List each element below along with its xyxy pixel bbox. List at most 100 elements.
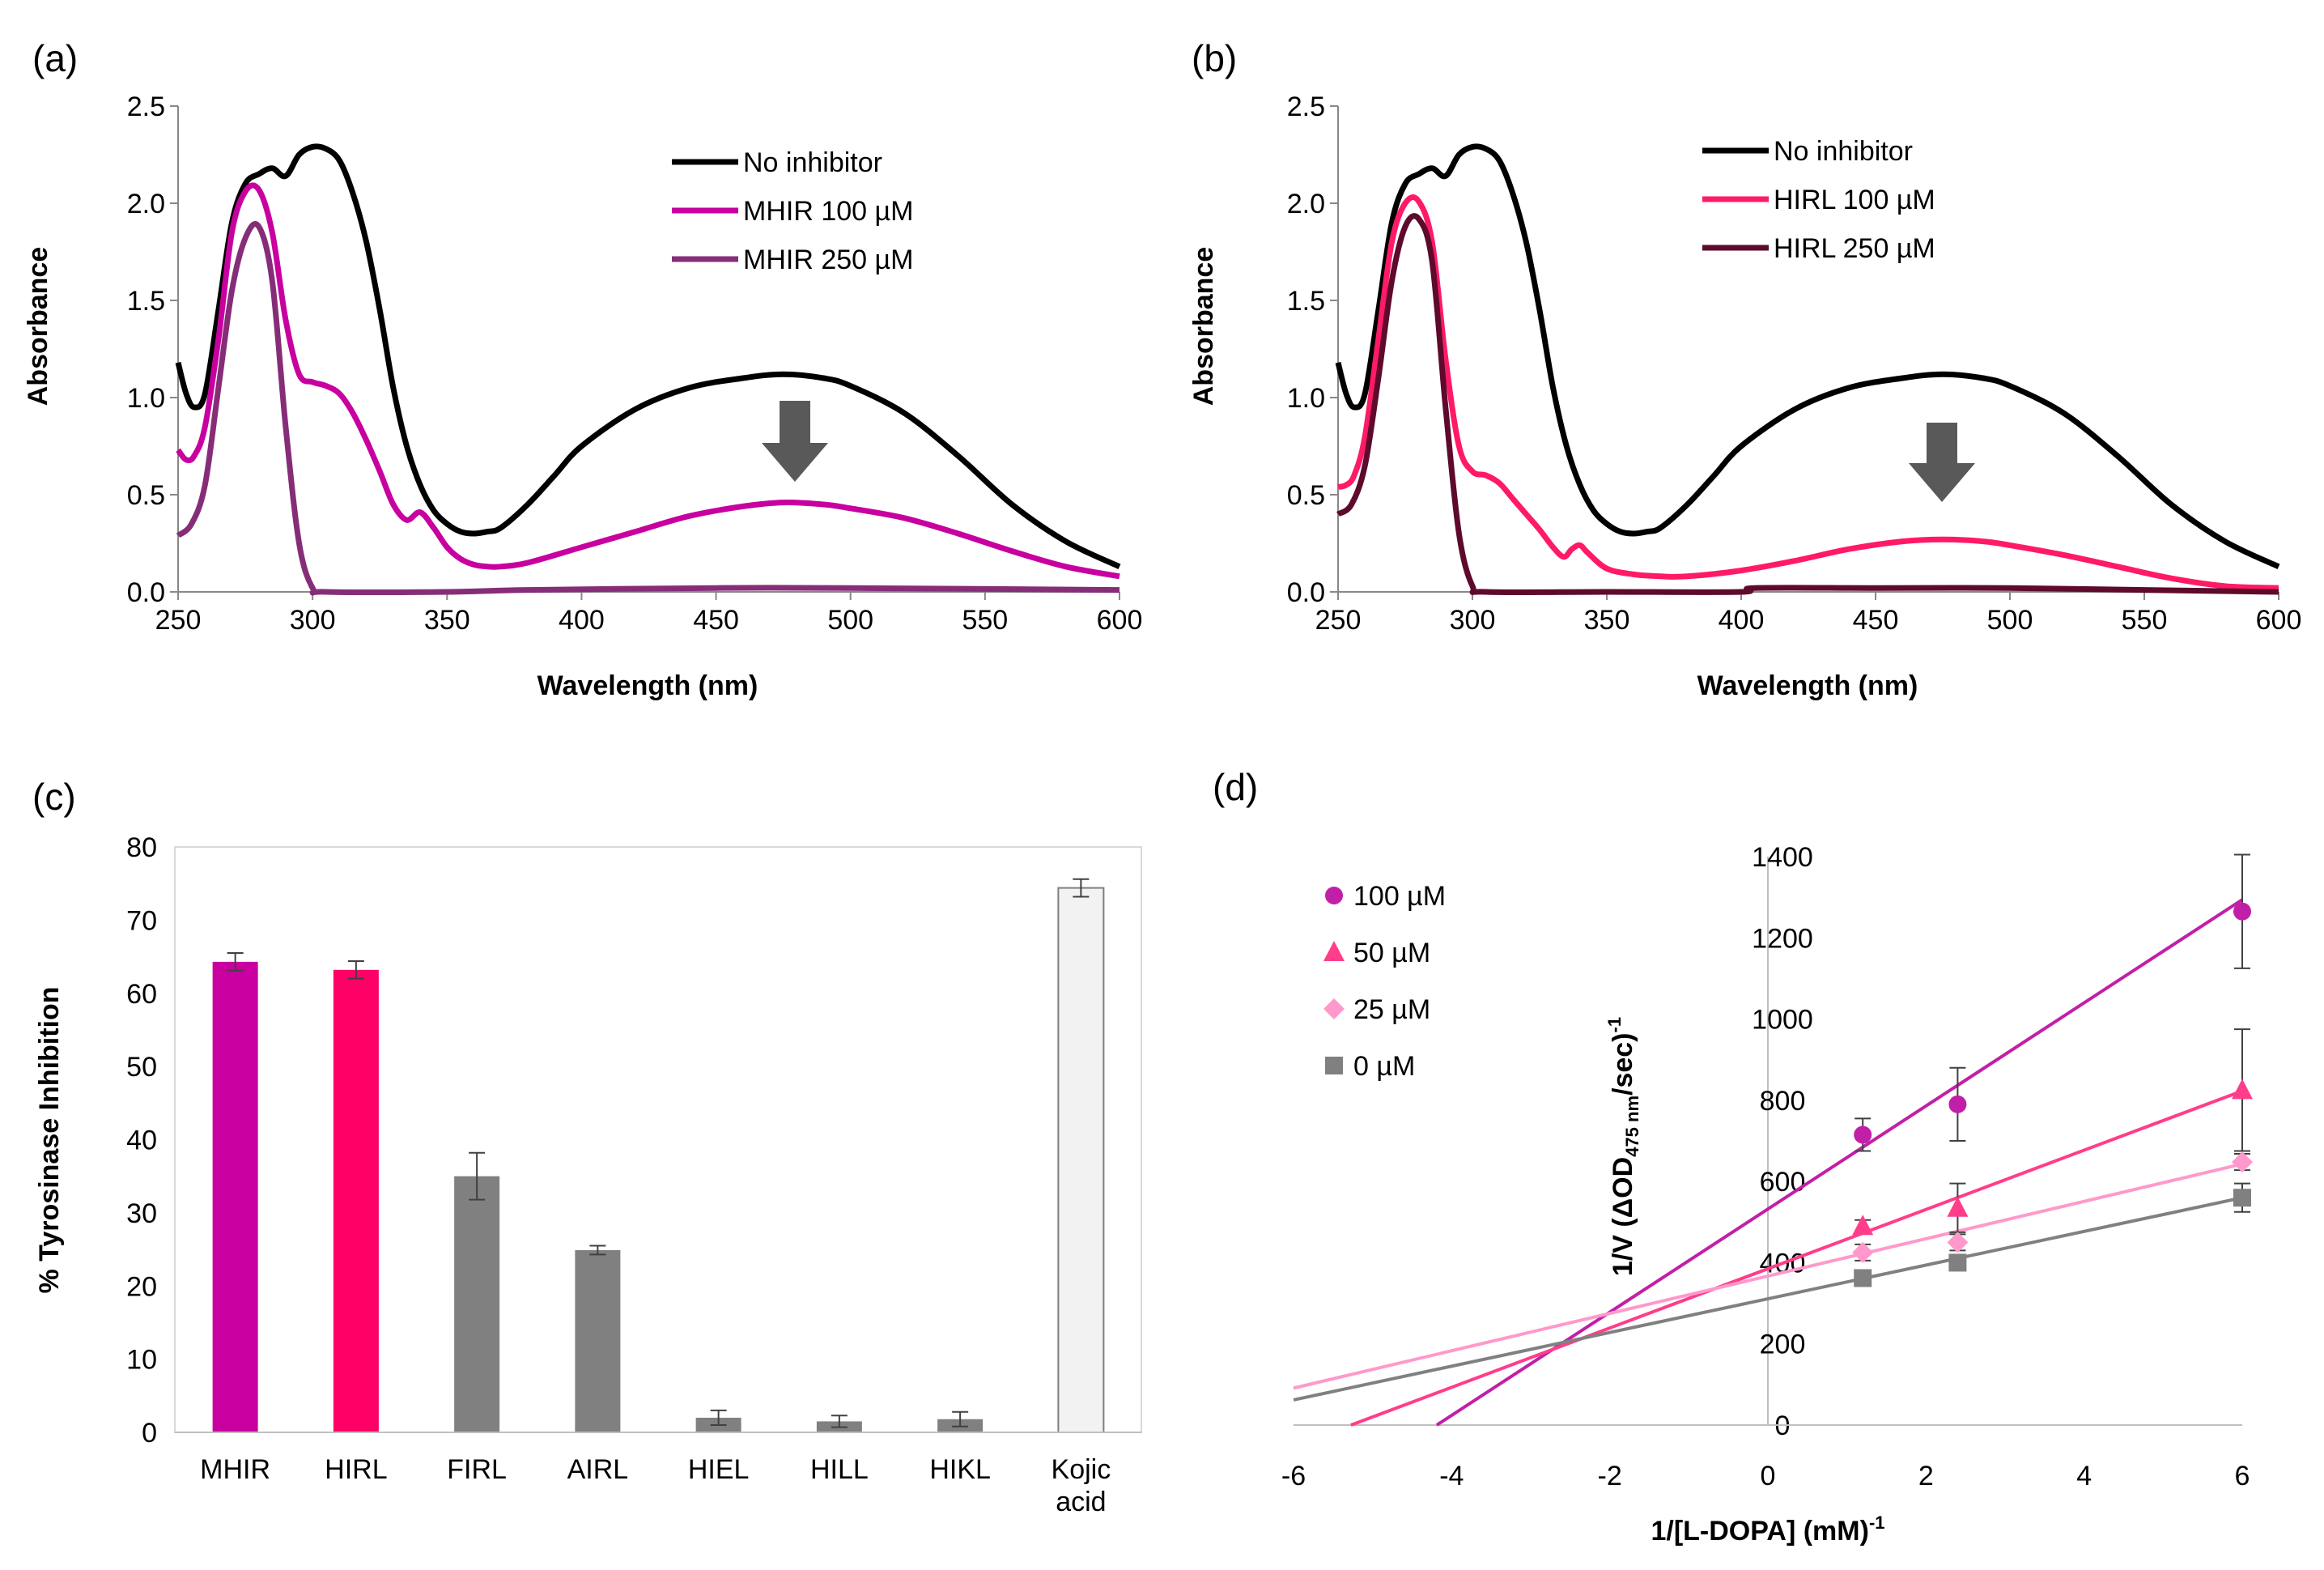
- legend-marker-0-um: [1325, 1057, 1343, 1074]
- panel-c: (c) 0 10 20 30 40 50 60 70 80 % Tyrosinase Inhib…: [32, 776, 1142, 1517]
- y-axis-title-d-sup: -1: [1604, 1017, 1625, 1033]
- y-tick-label: 1.0: [127, 383, 165, 414]
- y-tick-label: 60: [126, 979, 157, 1010]
- series-line-hirl-250-um: [1336, 213, 2279, 596]
- y-tick-label: 1.0: [1287, 383, 1325, 414]
- legend-label-no-inhibitor: No inhibitor: [743, 147, 882, 178]
- y-axis-title-a: Absorbance: [23, 247, 53, 406]
- legend-marker-50-um: [1323, 941, 1345, 961]
- x-tick-label: 250: [155, 605, 202, 636]
- x-tick-label: 350: [424, 605, 470, 636]
- panel-label-a: (a): [32, 37, 78, 79]
- data-point-100-um: [2233, 902, 2251, 921]
- x-tick-label: 450: [1853, 605, 1899, 636]
- category-label-airl: AIRL: [567, 1454, 629, 1485]
- category-label-mhir: MHIR: [200, 1454, 270, 1485]
- y-axis-title-c: % Tyrosinase Inhibition: [34, 986, 65, 1293]
- panel-label-b: (b): [1192, 37, 1237, 79]
- y-tick-label: 0.5: [127, 480, 165, 511]
- series-line-hirl-100-um: [1337, 194, 2279, 591]
- data-point-50-um: [1947, 1196, 1969, 1217]
- category-label-hikl: HIKL: [929, 1454, 991, 1485]
- x-tick-label: 550: [962, 605, 1008, 636]
- y-tick-label: 2.0: [127, 189, 165, 219]
- x-tick-label: 6: [2235, 1461, 2250, 1491]
- x-tick-label: -2: [1598, 1461, 1622, 1491]
- y-tick-label: 0.0: [1287, 577, 1325, 608]
- x-axis-title-d-main: 1/[L-DOPA] (mM): [1651, 1516, 1868, 1547]
- legend-label-50-um: 50 µM: [1353, 938, 1430, 968]
- x-tick-label: 4: [2076, 1461, 2092, 1491]
- data-point-100-um: [1948, 1095, 1967, 1113]
- legend-marker-100-um: [1325, 887, 1343, 904]
- x-tick-label: 400: [559, 605, 605, 636]
- data-point-100-um: [1854, 1125, 1872, 1144]
- x-tick-label: 400: [1719, 605, 1765, 636]
- y-tick-label: 50: [126, 1052, 157, 1083]
- y-tick-label: 800: [1760, 1086, 1806, 1117]
- x-tick-label: 350: [1584, 605, 1630, 636]
- y-tick-label: 1.5: [127, 286, 165, 317]
- x-tick-label: -4: [1439, 1461, 1464, 1491]
- y-axis-title-d-main: 1/V (ΔOD: [1608, 1157, 1638, 1276]
- series-line-mhir-250-um: [176, 220, 1120, 596]
- data-point-50-um: [1852, 1215, 1874, 1236]
- legend-label-25-um: 25 µM: [1353, 994, 1430, 1025]
- y-tick-label: 0: [142, 1418, 157, 1449]
- x-axis-title-a: Wavelength (nm): [537, 670, 758, 701]
- y-tick-label: 0.0: [127, 577, 165, 608]
- decrease-arrow-b: [1909, 423, 1975, 502]
- y-tick-label: 70: [126, 905, 157, 936]
- data-point-25-um: [2232, 1151, 2253, 1173]
- legend-label-hirl-100-um: HIRL 100 µM: [1774, 185, 1935, 215]
- y-axis-title-d: 1/V (ΔOD475 nm/sec)-1: [1604, 1017, 1642, 1276]
- category-label-hirl: HIRL: [325, 1454, 387, 1485]
- decrease-arrow-a: [762, 401, 828, 482]
- bar-hirl: [333, 969, 379, 1432]
- series-line-mhir-100-um: [176, 182, 1120, 580]
- x-tick-label: -6: [1281, 1461, 1306, 1491]
- x-tick-label: 500: [827, 605, 873, 636]
- fit-line-0-um: [1293, 1196, 2243, 1402]
- series-line-no-inhibitor: [175, 143, 1121, 569]
- y-tick-label: 1000: [1752, 1005, 1813, 1036]
- legend-label-mhir-100-um: MHIR 100 µM: [743, 196, 913, 227]
- y-axis-title-d-sub: 475 nm: [1622, 1096, 1642, 1157]
- panel-label-c: (c): [32, 776, 76, 818]
- x-axis-title-b: Wavelength (nm): [1697, 670, 1918, 701]
- bar-airl: [575, 1249, 621, 1432]
- y-tick-label: 600: [1760, 1167, 1806, 1198]
- bar-kojic-acid: [1057, 887, 1105, 1433]
- x-tick-label: 600: [2256, 605, 2302, 636]
- y-tick-label: 80: [126, 832, 157, 863]
- y-tick-label: 1.5: [1287, 286, 1325, 317]
- bar-mhir: [212, 961, 258, 1432]
- legend-label-hirl-250-um: HIRL 250 µM: [1774, 233, 1935, 264]
- y-tick-label: 200: [1760, 1330, 1806, 1360]
- y-tick-label: 1400: [1752, 842, 1813, 873]
- legend-label-0-um: 0 µM: [1353, 1051, 1415, 1082]
- legend-label-mhir-250-um: MHIR 250 µM: [743, 245, 913, 275]
- y-axis-title-b: Absorbance: [1188, 247, 1219, 406]
- data-point-50-um: [2232, 1079, 2253, 1100]
- x-tick-label: 2: [1918, 1461, 1934, 1491]
- bar-firl: [454, 1176, 500, 1432]
- data-point-0-um: [1948, 1253, 1967, 1272]
- y-axis-title-d-tail: /sec): [1608, 1032, 1638, 1096]
- x-axis-title-d: 1/[L-DOPA] (mM)-1: [1651, 1513, 1884, 1547]
- panel-a: (a) 0.0 0.5 1.0 1.5 2.0 2.5 250 300 350 400 450 50…: [23, 37, 1142, 701]
- plot-area-border-c: [174, 846, 1142, 1433]
- x-tick-label: 600: [1097, 605, 1143, 636]
- x-tick-label: 300: [290, 605, 336, 636]
- x-tick-label: 250: [1315, 605, 1362, 636]
- y-tick-label: 2.5: [1287, 91, 1325, 122]
- fit-line-25-um: [1293, 1162, 2243, 1390]
- x-tick-label: 0: [1761, 1461, 1776, 1491]
- x-tick-label: 550: [2122, 605, 2168, 636]
- y-tick-label: 10: [126, 1345, 157, 1376]
- y-tick-label: 20: [126, 1271, 157, 1302]
- y-tick-label: 0.5: [1287, 480, 1325, 511]
- category-label-kojic-acid: Kojic: [1052, 1454, 1111, 1485]
- y-tick-label: 40: [126, 1125, 157, 1156]
